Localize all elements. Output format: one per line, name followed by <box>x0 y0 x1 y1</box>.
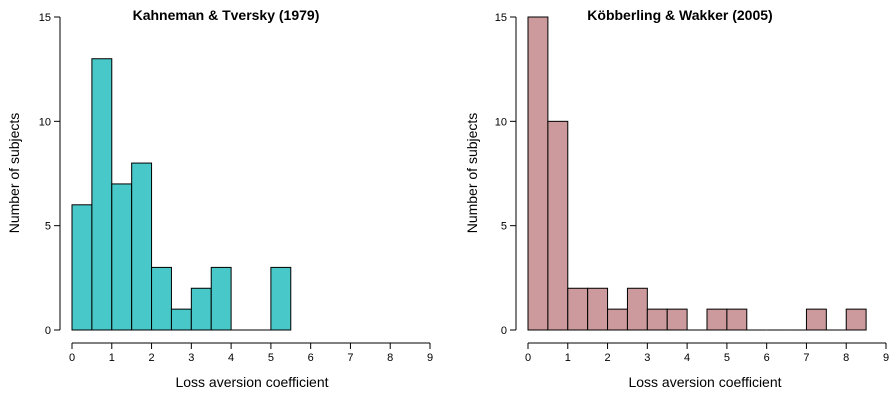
chart-title: Köbberling & Wakker (2005) <box>587 7 772 23</box>
y-tick-label: 10 <box>39 116 51 128</box>
x-tick-label: 4 <box>228 352 234 364</box>
y-tick-label: 0 <box>45 325 51 337</box>
bar-9 <box>706 308 728 331</box>
x-tick-label: 8 <box>387 352 393 364</box>
x-tick-label: 2 <box>604 352 610 364</box>
histogram-panel-right: Köbberling & Wakker (2005) Number of sub… <box>464 7 889 390</box>
x-tick-label: 3 <box>188 352 194 364</box>
y-tick-label: 5 <box>501 221 507 233</box>
x-tick-label: 2 <box>148 352 154 364</box>
bar-0 <box>71 204 93 331</box>
x-tick-label: 5 <box>724 352 730 364</box>
x-tick-label: 6 <box>308 352 314 364</box>
x-tick-label: 8 <box>843 352 849 364</box>
y-axis-label: Number of subjects <box>6 113 22 234</box>
bar-7 <box>666 308 688 331</box>
bar-3 <box>587 287 609 331</box>
bar-5 <box>170 308 192 331</box>
x-tick-label: 0 <box>69 352 75 364</box>
axes: 0 5 10 15 0 1 2 3 4 5 6 7 8 9 <box>39 12 433 364</box>
bar-10 <box>726 308 748 331</box>
bar-4 <box>151 266 172 331</box>
bar-1 <box>547 120 569 331</box>
bar-0 <box>527 16 549 331</box>
x-tick-label: 7 <box>803 352 809 364</box>
x-tick-label: 1 <box>565 352 571 364</box>
axes: 0 5 10 15 0 1 2 3 4 5 6 7 8 9 <box>495 12 889 364</box>
histogram-panel-left: Kahneman & Tversky (1979) Number of subj… <box>6 7 433 390</box>
bar-6 <box>190 287 212 331</box>
y-tick-label: 0 <box>501 325 507 337</box>
x-axis-label: Loss aversion coefficient <box>628 374 781 390</box>
y-tick-label: 15 <box>495 12 507 24</box>
x-tick-label: 9 <box>427 352 433 364</box>
x-tick-label: 4 <box>684 352 690 364</box>
x-tick-label: 1 <box>109 352 115 364</box>
bar-4 <box>607 308 628 331</box>
bar-3 <box>131 162 153 331</box>
bars <box>527 16 867 331</box>
bar-6 <box>646 308 668 331</box>
bar-7 <box>210 266 232 331</box>
y-axis-label: Number of subjects <box>464 113 480 234</box>
y-tick-label: 10 <box>495 116 507 128</box>
x-tick-label: 0 <box>525 352 531 364</box>
chart-title: Kahneman & Tversky (1979) <box>133 7 320 23</box>
bar-2 <box>111 183 133 331</box>
x-tick-label: 5 <box>268 352 274 364</box>
bar-1 <box>91 58 113 331</box>
x-tick-label: 9 <box>883 352 889 364</box>
y-tick-label: 5 <box>45 221 51 233</box>
x-tick-label: 3 <box>644 352 650 364</box>
x-tick-label: 6 <box>764 352 770 364</box>
y-tick-label: 15 <box>39 12 51 24</box>
bars <box>71 58 292 331</box>
bar-5 <box>626 287 648 331</box>
bar-10 <box>270 266 292 331</box>
bar-2 <box>567 287 589 331</box>
x-tick-label: 7 <box>347 352 353 364</box>
bar-16 <box>845 308 867 331</box>
x-axis-label: Loss aversion coefficient <box>175 374 328 390</box>
bar-14 <box>805 308 827 331</box>
